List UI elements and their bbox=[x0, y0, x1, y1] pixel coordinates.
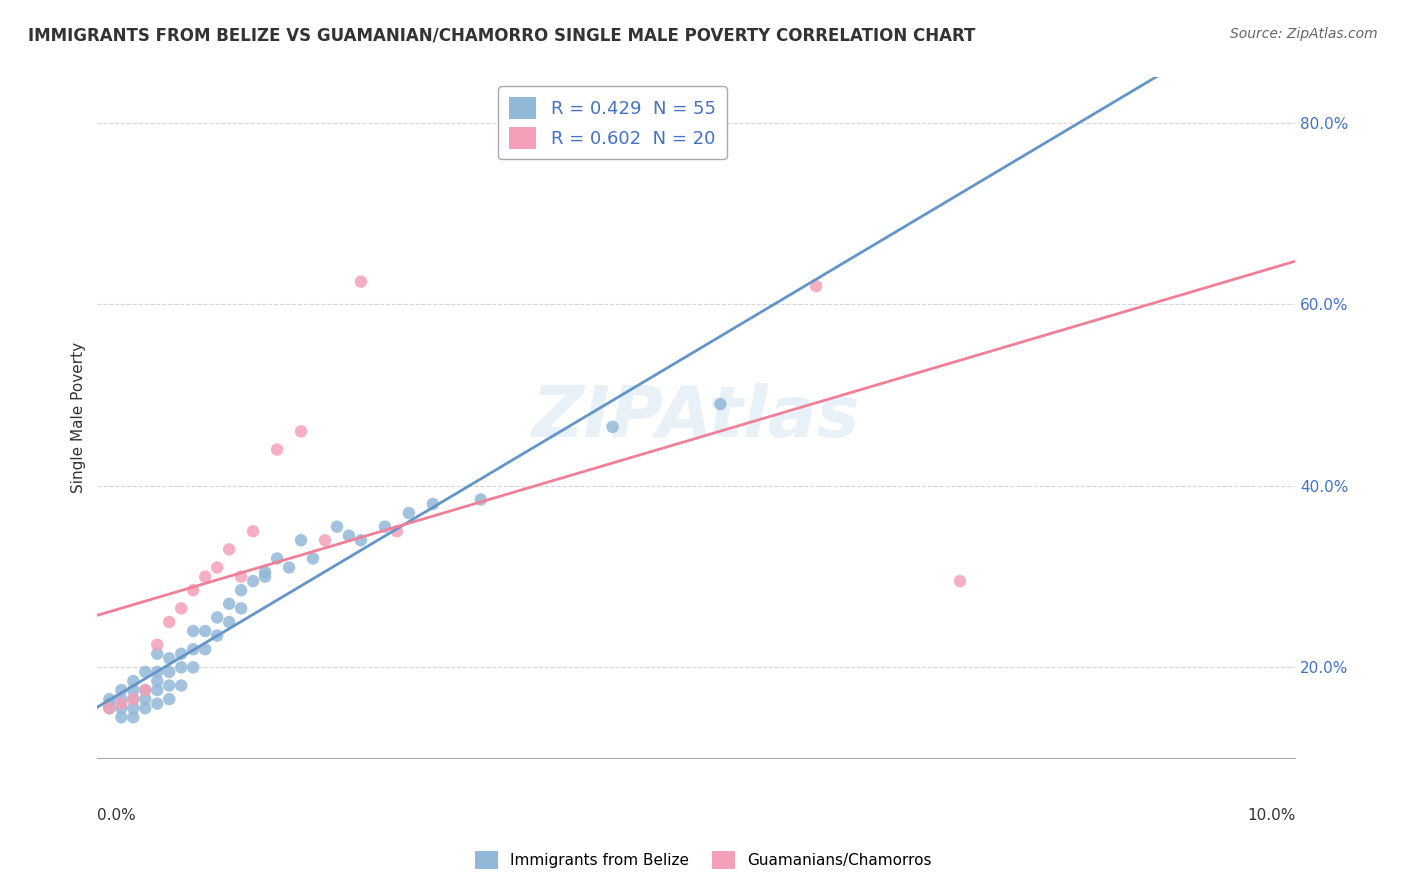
Point bbox=[337, 529, 360, 543]
Point bbox=[205, 629, 228, 643]
Point bbox=[146, 697, 169, 711]
Point bbox=[122, 683, 145, 698]
Point bbox=[110, 697, 132, 711]
Legend: R = 0.429  N = 55, R = 0.602  N = 20: R = 0.429 N = 55, R = 0.602 N = 20 bbox=[499, 87, 727, 160]
Legend: Immigrants from Belize, Guamanians/Chamorros: Immigrants from Belize, Guamanians/Chamo… bbox=[468, 845, 938, 875]
Point bbox=[181, 642, 204, 657]
Y-axis label: Single Male Poverty: Single Male Poverty bbox=[72, 343, 86, 493]
Point bbox=[385, 524, 408, 539]
Point bbox=[157, 615, 180, 629]
Point bbox=[181, 583, 204, 598]
Point bbox=[181, 660, 204, 674]
Point bbox=[806, 279, 828, 293]
Point bbox=[122, 692, 145, 706]
Point bbox=[181, 624, 204, 638]
Point bbox=[229, 601, 252, 615]
Point bbox=[134, 701, 156, 715]
Point bbox=[422, 497, 444, 511]
Point bbox=[242, 574, 264, 588]
Point bbox=[194, 569, 217, 583]
Text: 0.0%: 0.0% bbox=[97, 808, 136, 823]
Point bbox=[157, 679, 180, 693]
Point bbox=[709, 397, 731, 411]
Point bbox=[194, 642, 217, 657]
Point bbox=[266, 551, 288, 566]
Point bbox=[98, 697, 121, 711]
Point bbox=[146, 665, 169, 679]
Point bbox=[122, 673, 145, 688]
Point bbox=[949, 574, 972, 588]
Point bbox=[134, 683, 156, 698]
Text: IMMIGRANTS FROM BELIZE VS GUAMANIAN/CHAMORRO SINGLE MALE POVERTY CORRELATION CHA: IMMIGRANTS FROM BELIZE VS GUAMANIAN/CHAM… bbox=[28, 27, 976, 45]
Point bbox=[98, 701, 121, 715]
Point bbox=[470, 492, 492, 507]
Point bbox=[350, 533, 373, 548]
Point bbox=[218, 597, 240, 611]
Point bbox=[374, 519, 396, 533]
Point bbox=[170, 679, 193, 693]
Point bbox=[122, 701, 145, 715]
Point bbox=[170, 601, 193, 615]
Point bbox=[157, 665, 180, 679]
Point bbox=[254, 569, 277, 583]
Point bbox=[194, 624, 217, 638]
Point bbox=[290, 425, 312, 439]
Point bbox=[218, 542, 240, 557]
Text: Source: ZipAtlas.com: Source: ZipAtlas.com bbox=[1230, 27, 1378, 41]
Point bbox=[302, 551, 325, 566]
Point bbox=[266, 442, 288, 457]
Point bbox=[290, 533, 312, 548]
Point bbox=[229, 569, 252, 583]
Point bbox=[170, 660, 193, 674]
Point bbox=[110, 683, 132, 698]
Text: 10.0%: 10.0% bbox=[1247, 808, 1295, 823]
Point bbox=[242, 524, 264, 539]
Point bbox=[170, 647, 193, 661]
Point bbox=[134, 692, 156, 706]
Point bbox=[122, 692, 145, 706]
Point bbox=[205, 560, 228, 574]
Text: ZIPAtlas: ZIPAtlas bbox=[531, 384, 860, 452]
Point bbox=[110, 710, 132, 724]
Point bbox=[122, 710, 145, 724]
Point bbox=[157, 651, 180, 665]
Point bbox=[398, 506, 420, 520]
Point bbox=[350, 275, 373, 289]
Point bbox=[229, 583, 252, 598]
Point bbox=[146, 647, 169, 661]
Point bbox=[254, 565, 277, 579]
Point bbox=[278, 560, 301, 574]
Point bbox=[98, 692, 121, 706]
Point bbox=[146, 683, 169, 698]
Point bbox=[146, 638, 169, 652]
Point bbox=[110, 701, 132, 715]
Point bbox=[98, 701, 121, 715]
Point bbox=[314, 533, 336, 548]
Point bbox=[218, 615, 240, 629]
Point bbox=[157, 692, 180, 706]
Point bbox=[134, 683, 156, 698]
Point bbox=[205, 610, 228, 624]
Point bbox=[326, 519, 349, 533]
Point bbox=[146, 673, 169, 688]
Point bbox=[110, 692, 132, 706]
Point bbox=[602, 420, 624, 434]
Point bbox=[134, 665, 156, 679]
